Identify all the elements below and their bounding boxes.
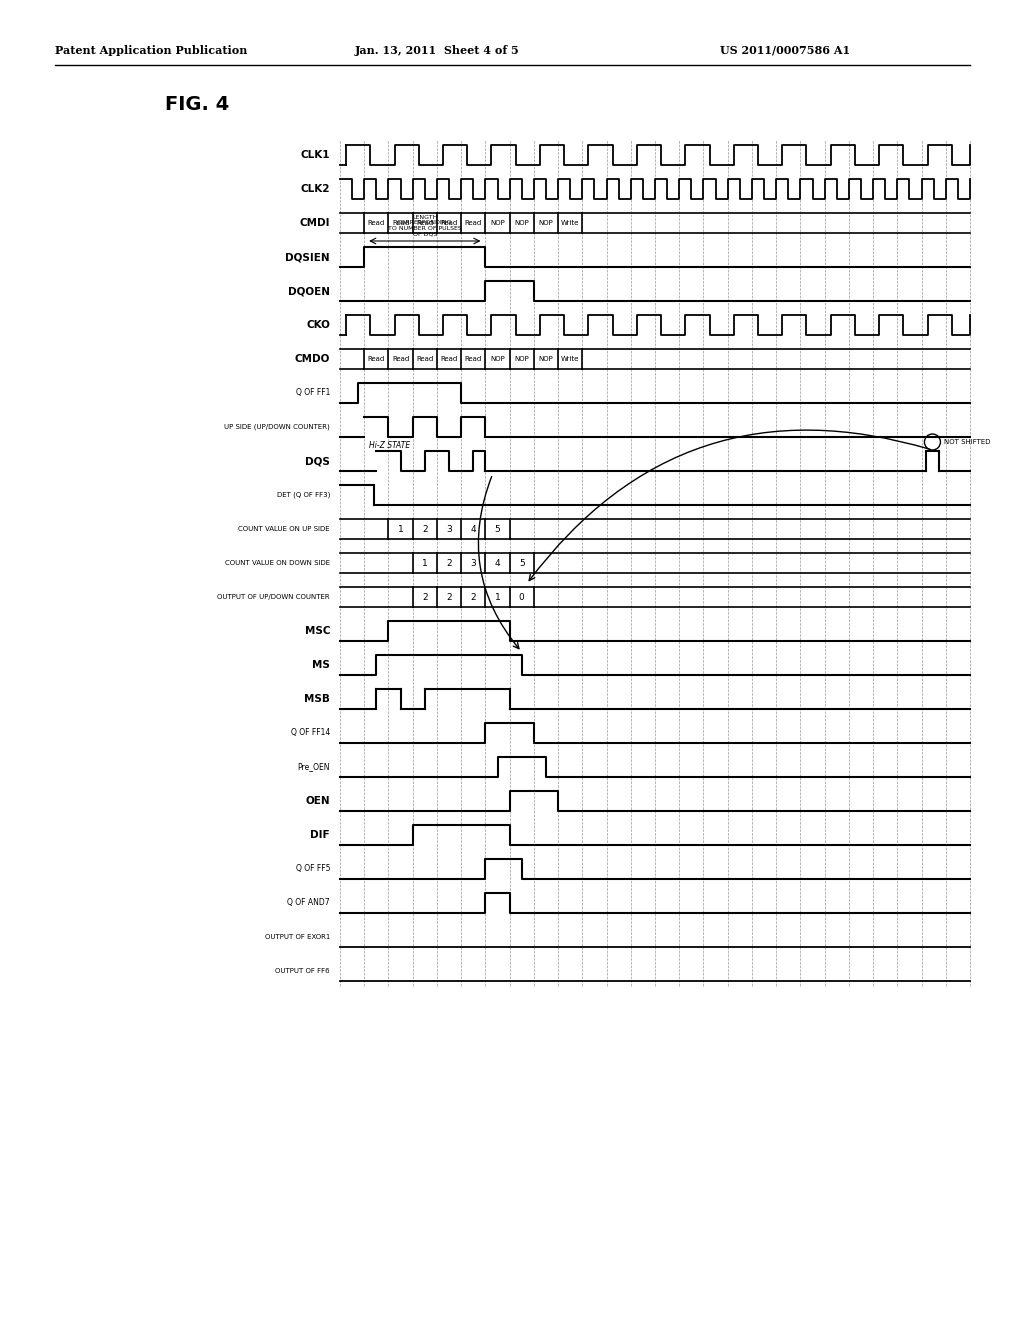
Text: Read: Read (440, 220, 458, 226)
Text: MS: MS (312, 660, 330, 671)
Text: Read: Read (465, 356, 482, 362)
Text: 4: 4 (470, 524, 476, 533)
Text: NOP: NOP (539, 356, 553, 362)
Text: 5: 5 (495, 524, 501, 533)
Text: 4: 4 (495, 558, 501, 568)
Text: 1: 1 (422, 558, 428, 568)
Text: Hi-Z STATE: Hi-Z STATE (370, 441, 411, 450)
Text: NOT SHIFTED: NOT SHIFTED (944, 440, 991, 445)
Text: NOP: NOP (490, 220, 505, 226)
Text: 2: 2 (422, 593, 428, 602)
Text: CKO: CKO (306, 319, 330, 330)
Text: Write: Write (561, 356, 580, 362)
Text: LENGTH
CORRESPONDING
TO NUMBER OF PULSES
OF DQS: LENGTH CORRESPONDING TO NUMBER OF PULSES… (388, 215, 462, 238)
Text: DIF: DIF (310, 830, 330, 840)
Text: DQSIEN: DQSIEN (286, 252, 330, 261)
Text: CMDO: CMDO (295, 354, 330, 364)
Text: 2: 2 (446, 593, 452, 602)
Text: OUTPUT OF EXOR1: OUTPUT OF EXOR1 (264, 935, 330, 940)
Text: FIG. 4: FIG. 4 (165, 95, 229, 115)
Text: DET (Q OF FF3): DET (Q OF FF3) (276, 492, 330, 498)
Text: US 2011/0007586 A1: US 2011/0007586 A1 (720, 45, 850, 55)
Text: Read: Read (416, 220, 433, 226)
Text: 3: 3 (446, 524, 452, 533)
Text: 2: 2 (470, 593, 476, 602)
Text: Jan. 13, 2011  Sheet 4 of 5: Jan. 13, 2011 Sheet 4 of 5 (355, 45, 520, 55)
Text: OEN: OEN (305, 796, 330, 807)
Text: 3: 3 (470, 558, 476, 568)
Text: Read: Read (465, 220, 482, 226)
Text: Q OF FF1: Q OF FF1 (296, 388, 330, 397)
Text: 5: 5 (519, 558, 524, 568)
Text: COUNT VALUE ON UP SIDE: COUNT VALUE ON UP SIDE (239, 525, 330, 532)
Text: Read: Read (368, 356, 385, 362)
Text: NOP: NOP (490, 356, 505, 362)
Text: Read: Read (392, 356, 410, 362)
Text: OUTPUT OF UP/DOWN COUNTER: OUTPUT OF UP/DOWN COUNTER (217, 594, 330, 601)
Text: NOP: NOP (514, 356, 529, 362)
Text: Read: Read (440, 356, 458, 362)
Text: 1: 1 (397, 524, 403, 533)
Text: 0: 0 (519, 593, 524, 602)
Text: 2: 2 (422, 524, 428, 533)
Text: Write: Write (561, 220, 580, 226)
Text: NOP: NOP (514, 220, 529, 226)
Text: 2: 2 (446, 558, 452, 568)
Text: MSC: MSC (304, 626, 330, 636)
Text: Read: Read (416, 356, 433, 362)
Text: Q OF FF5: Q OF FF5 (296, 865, 330, 874)
Text: DQS: DQS (305, 455, 330, 466)
Text: Q OF AND7: Q OF AND7 (288, 899, 330, 908)
Text: Patent Application Publication: Patent Application Publication (55, 45, 248, 55)
Text: Read: Read (368, 220, 385, 226)
Text: Read: Read (392, 220, 410, 226)
Text: CLK2: CLK2 (300, 183, 330, 194)
Text: MSB: MSB (304, 694, 330, 704)
Text: Q OF FF14: Q OF FF14 (291, 729, 330, 738)
Text: UP SIDE (UP/DOWN COUNTER): UP SIDE (UP/DOWN COUNTER) (224, 424, 330, 430)
Text: COUNT VALUE ON DOWN SIDE: COUNT VALUE ON DOWN SIDE (225, 560, 330, 566)
Text: Pre_OEN: Pre_OEN (298, 763, 330, 771)
Text: CMDI: CMDI (299, 218, 330, 228)
Text: NOP: NOP (539, 220, 553, 226)
Text: CLK1: CLK1 (300, 150, 330, 160)
Text: 1: 1 (495, 593, 501, 602)
Text: DQOEN: DQOEN (288, 286, 330, 296)
Text: OUTPUT OF FF6: OUTPUT OF FF6 (275, 968, 330, 974)
